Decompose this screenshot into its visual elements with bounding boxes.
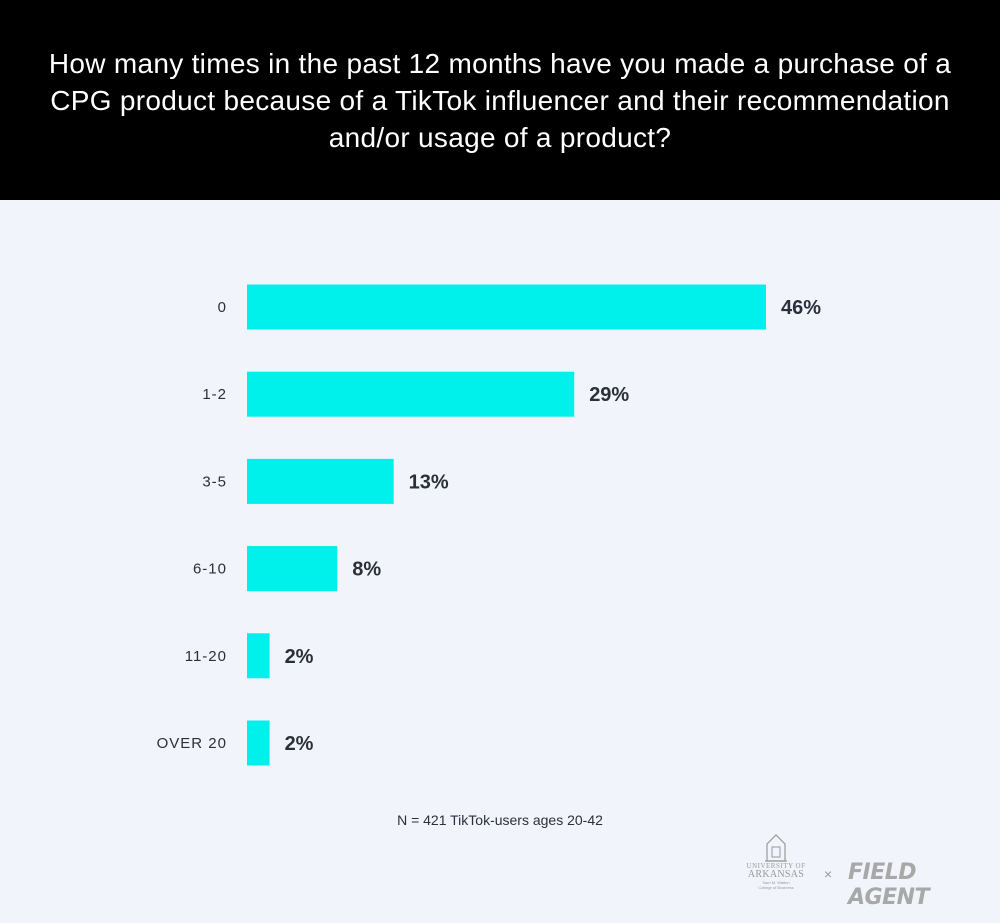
category-label: 0	[218, 299, 227, 316]
logo-strip: UNIVERSITY OF ARKANSAS Sam M. Walton Col…	[736, 832, 976, 910]
bar	[247, 371, 575, 417]
bar	[247, 720, 270, 766]
bar-chart: 0 46% 1-2 29% 3-5 13% 6-10 8% 11-20 2% OVER 20 2%	[157, 284, 821, 766]
bar	[247, 546, 338, 592]
value-label: 46%	[781, 297, 821, 319]
bar	[247, 458, 394, 504]
value-label: 13%	[409, 471, 449, 493]
category-label: 3-5	[202, 473, 227, 490]
value-label: 8%	[352, 559, 381, 581]
field-agent-logo: FIELD AGENT	[848, 860, 930, 910]
value-label: 2%	[285, 646, 314, 668]
bar	[247, 284, 766, 330]
category-label: OVER 20	[157, 735, 227, 752]
category-label: 6-10	[193, 561, 227, 578]
sample-size-note: N = 421 TikTok-users ages 20-42	[397, 812, 603, 828]
category-label: 11-20	[185, 648, 227, 665]
university-of-arkansas-logo: UNIVERSITY OF ARKANSAS Sam M. Walton Col…	[736, 832, 816, 902]
bar	[247, 633, 270, 679]
chart-title: How many times in the past 12 months hav…	[48, 48, 952, 153]
logo-separator: ×	[824, 866, 833, 882]
value-label: 2%	[285, 733, 314, 755]
building-seal-icon	[765, 834, 787, 862]
value-label: 29%	[589, 384, 629, 406]
category-label: 1-2	[202, 386, 227, 403]
header-banner: How many times in the past 12 months hav…	[0, 0, 1000, 200]
